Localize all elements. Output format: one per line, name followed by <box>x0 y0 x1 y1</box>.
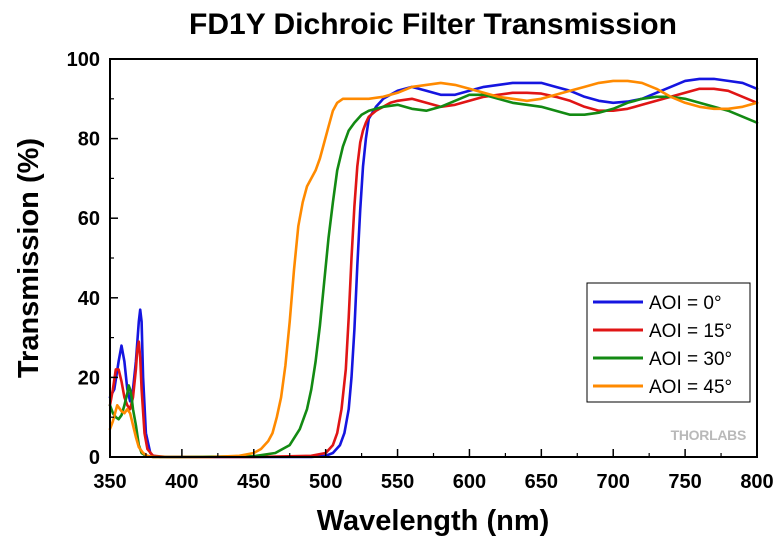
x-tick-label: 500 <box>309 471 342 493</box>
x-axis-label: Wavelength (nm) <box>317 505 550 537</box>
thorlabs-watermark: THORLABS <box>671 427 746 443</box>
x-tick-label: 800 <box>740 471 773 493</box>
y-tick-label: 0 <box>89 447 100 469</box>
plot-frame <box>109 58 758 458</box>
series-line-aoi-0 <box>108 77 759 459</box>
x-tick-label: 700 <box>597 471 630 493</box>
x-tick-label: 600 <box>453 471 486 493</box>
y-tick-label: 20 <box>78 367 100 389</box>
series-line-aoi-30 <box>108 93 759 459</box>
legend-label-aoi-45: AOI = 45° <box>649 377 732 398</box>
legend: AOI = 0° AOI = 15° AOI = 30° AOI = 45° <box>586 282 751 403</box>
x-tick-label: 450 <box>237 471 270 493</box>
x-tick-label: 750 <box>668 471 701 493</box>
y-tick-label: 100 <box>67 49 100 71</box>
legend-label-aoi-15: AOI = 15° <box>649 321 732 342</box>
y-tick-labels: 0 20 40 60 80 100 <box>67 49 100 469</box>
legend-label-aoi-30: AOI = 30° <box>649 349 732 370</box>
x-tick-label: 350 <box>93 471 126 493</box>
plot-series-group <box>108 77 759 459</box>
chart-title: FD1Y Dichroic Filter Transmission <box>189 8 677 41</box>
legend-label-aoi-0: AOI = 0° <box>649 293 722 314</box>
y-axis-label: Transmission (%) <box>13 138 45 378</box>
x-tick-label: 550 <box>381 471 414 493</box>
y-tick-label: 60 <box>78 208 100 230</box>
y-tick-label: 40 <box>78 288 100 310</box>
y-tick-label: 80 <box>78 129 100 151</box>
x-tick-labels: 350 400 450 500 550 600 650 700 750 800 <box>93 471 773 493</box>
x-tick-label: 650 <box>525 471 558 493</box>
x-tick-label: 400 <box>165 471 198 493</box>
series-line-aoi-45 <box>108 79 759 459</box>
